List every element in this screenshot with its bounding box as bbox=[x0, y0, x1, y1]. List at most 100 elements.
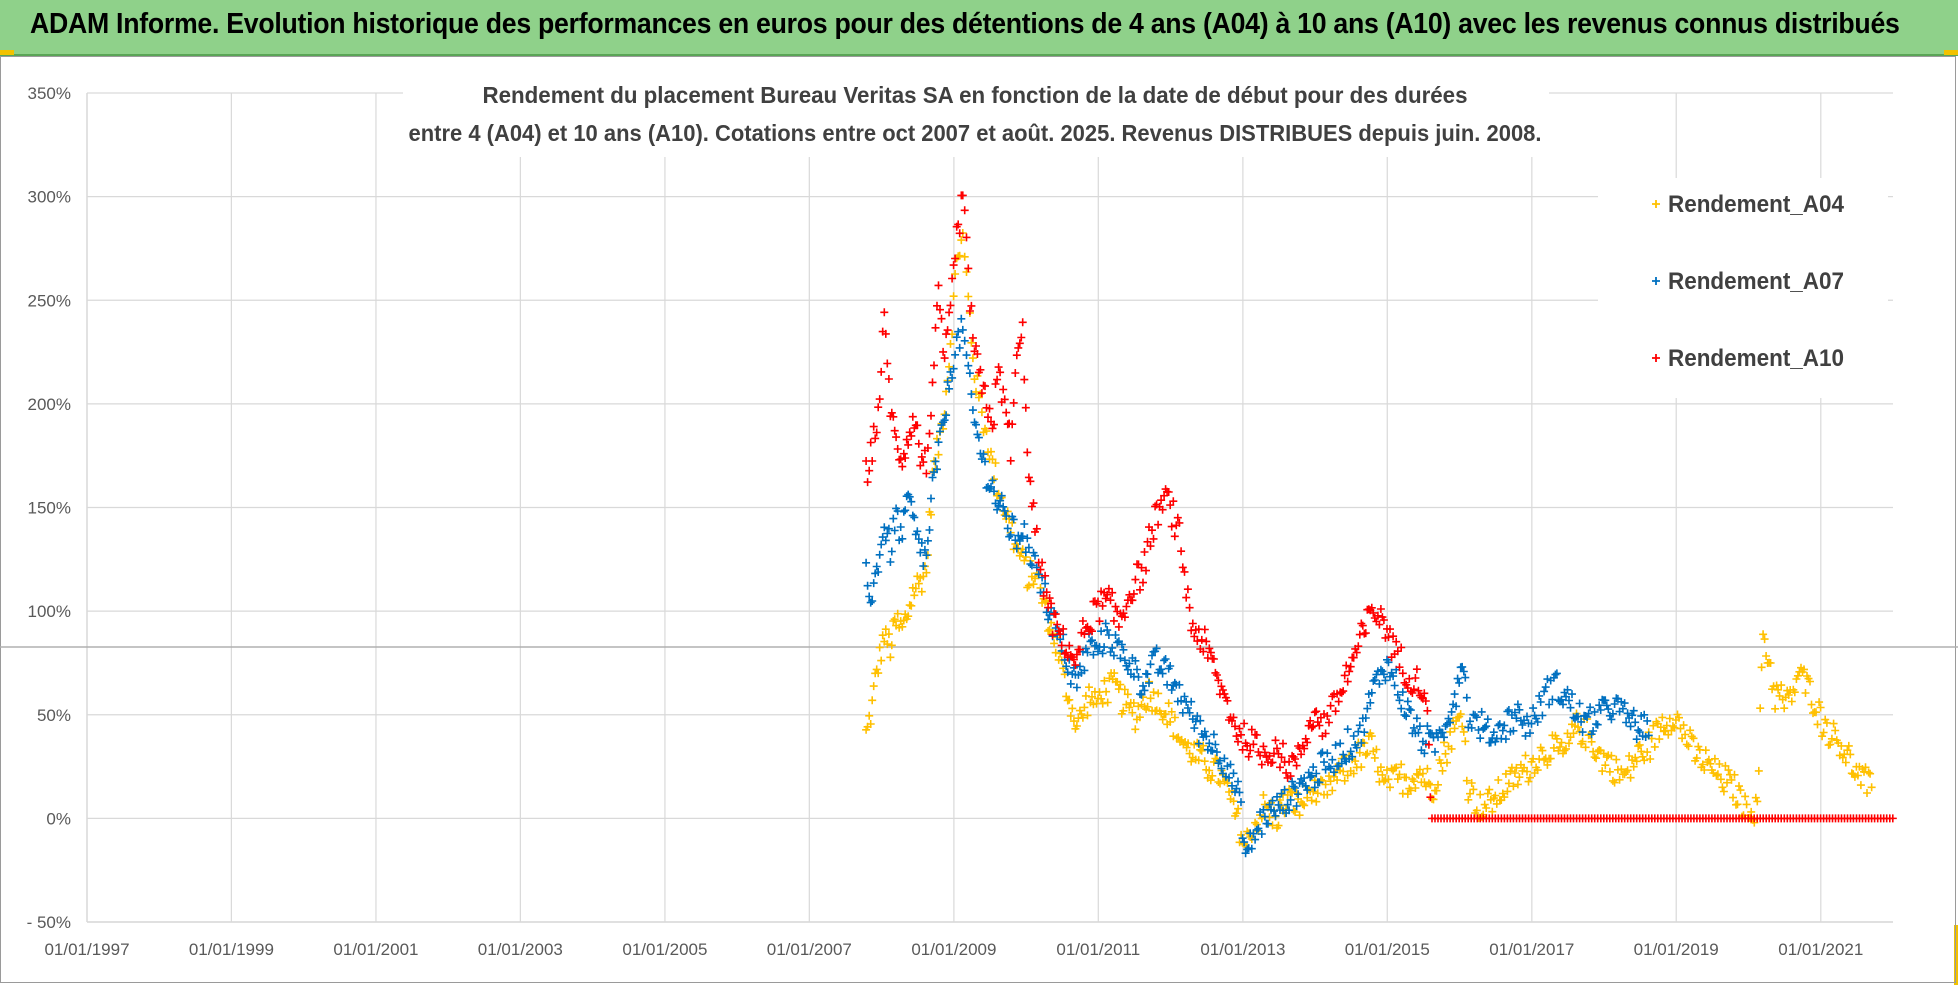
data-point bbox=[1513, 780, 1522, 789]
data-point bbox=[1395, 696, 1404, 705]
data-point bbox=[1125, 590, 1134, 599]
data-point bbox=[904, 440, 913, 449]
data-point bbox=[1057, 641, 1066, 650]
data-point bbox=[1545, 700, 1554, 709]
data-point bbox=[1523, 712, 1531, 721]
data-point bbox=[1682, 740, 1691, 749]
data-point bbox=[1718, 783, 1727, 792]
data-point bbox=[1549, 743, 1558, 752]
data-point bbox=[1009, 398, 1018, 407]
data-point bbox=[1199, 741, 1208, 750]
data-point bbox=[1200, 625, 1209, 634]
data-point bbox=[1053, 620, 1062, 629]
data-point bbox=[1003, 524, 1012, 533]
data-point bbox=[1856, 781, 1865, 790]
data-point bbox=[886, 558, 895, 566]
data-point bbox=[1331, 707, 1340, 716]
data-point bbox=[1318, 748, 1327, 757]
data-point bbox=[1390, 681, 1399, 690]
data-point bbox=[904, 612, 913, 621]
data-point bbox=[1244, 752, 1253, 761]
data-point bbox=[1349, 653, 1358, 662]
data-point bbox=[1119, 609, 1128, 618]
data-point bbox=[1578, 737, 1587, 746]
data-point bbox=[1787, 697, 1796, 706]
data-point bbox=[1146, 542, 1155, 551]
data-point bbox=[1343, 677, 1352, 686]
data-point bbox=[1029, 580, 1038, 589]
data-point bbox=[875, 550, 884, 559]
data-point bbox=[1815, 698, 1824, 707]
data-point bbox=[1166, 717, 1175, 726]
data-point bbox=[1152, 644, 1161, 653]
data-point bbox=[1643, 748, 1652, 757]
data-point bbox=[1378, 770, 1387, 779]
data-point bbox=[1265, 751, 1274, 760]
data-point bbox=[1218, 686, 1227, 694]
data-point bbox=[968, 354, 977, 363]
data-point bbox=[1393, 775, 1402, 784]
data-point bbox=[1183, 585, 1192, 594]
data-point bbox=[1045, 611, 1054, 619]
data-point bbox=[1679, 721, 1688, 730]
data-point bbox=[1217, 682, 1226, 691]
data-point bbox=[877, 367, 886, 376]
data-point bbox=[1701, 746, 1710, 755]
data-point bbox=[1423, 722, 1432, 731]
data-point bbox=[1026, 560, 1035, 568]
data-point bbox=[1160, 656, 1169, 665]
data-point bbox=[1276, 763, 1284, 772]
data-point bbox=[889, 412, 898, 421]
data-point bbox=[1229, 797, 1238, 806]
data-point bbox=[954, 327, 963, 336]
data-point bbox=[1301, 734, 1310, 743]
data-point bbox=[1515, 705, 1524, 714]
y-tick-label: 200% bbox=[28, 395, 71, 414]
data-point bbox=[1337, 688, 1346, 697]
data-point bbox=[1080, 703, 1089, 712]
data-point bbox=[1760, 635, 1769, 644]
data-point bbox=[962, 268, 971, 276]
data-point bbox=[869, 682, 878, 691]
data-point bbox=[1446, 718, 1455, 727]
data-point bbox=[1658, 713, 1667, 722]
data-point bbox=[1116, 680, 1125, 689]
data-point bbox=[1336, 739, 1345, 748]
data-point bbox=[1288, 777, 1297, 786]
data-point bbox=[1455, 678, 1464, 687]
data-point bbox=[898, 534, 907, 543]
data-point bbox=[1234, 737, 1242, 746]
data-point bbox=[967, 390, 976, 399]
data-point bbox=[933, 465, 941, 474]
data-point bbox=[1409, 777, 1418, 786]
data-point bbox=[1560, 746, 1569, 755]
data-point bbox=[1223, 696, 1232, 705]
data-point bbox=[1500, 721, 1509, 730]
data-point bbox=[1146, 660, 1155, 669]
data-point bbox=[1128, 708, 1137, 717]
data-point bbox=[1655, 735, 1664, 744]
data-point bbox=[1367, 603, 1376, 612]
data-point bbox=[1592, 754, 1601, 763]
data-point bbox=[1289, 782, 1298, 791]
data-point bbox=[1005, 532, 1014, 541]
data-point bbox=[1014, 343, 1023, 352]
data-point bbox=[1044, 615, 1053, 624]
data-point bbox=[1861, 763, 1870, 772]
data-point bbox=[1170, 532, 1179, 541]
data-point bbox=[1844, 741, 1853, 750]
data-point bbox=[1818, 732, 1827, 741]
data-point bbox=[1279, 739, 1287, 748]
data-point bbox=[1190, 632, 1199, 641]
data-point bbox=[1309, 787, 1318, 796]
data-point bbox=[1183, 704, 1192, 712]
data-point bbox=[1226, 760, 1235, 769]
data-point bbox=[1563, 685, 1572, 694]
data-point bbox=[922, 551, 931, 560]
legend-marker bbox=[1652, 277, 1660, 285]
data-point bbox=[1217, 764, 1226, 773]
data-point bbox=[1681, 730, 1690, 739]
data-point bbox=[934, 438, 943, 447]
data-point bbox=[1774, 685, 1783, 694]
data-point bbox=[1012, 351, 1021, 360]
